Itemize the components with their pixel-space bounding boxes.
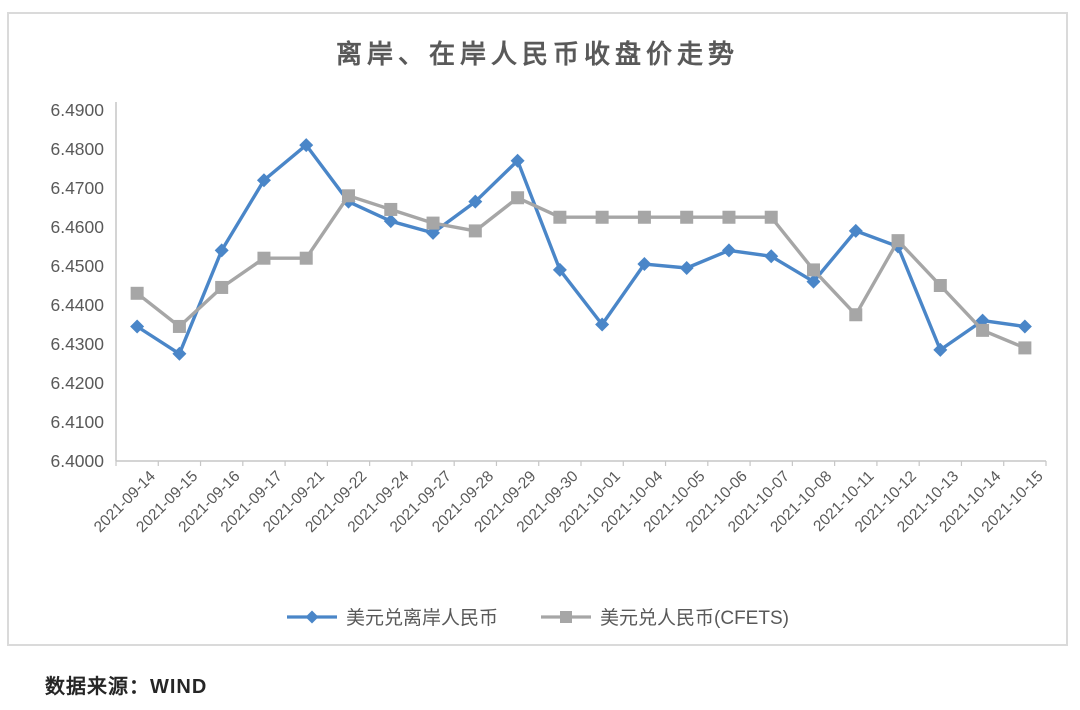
legend-label-offshore: 美元兑离岸人民币 bbox=[346, 608, 499, 629]
svg-text:6.4800: 6.4800 bbox=[50, 139, 104, 159]
svg-text:6.4600: 6.4600 bbox=[50, 217, 104, 237]
offshore-series-marker-icon bbox=[287, 610, 338, 623]
svg-text:6.4300: 6.4300 bbox=[50, 334, 104, 354]
svg-text:6.4000: 6.4000 bbox=[50, 451, 104, 471]
legend-item-onshore: 美元兑人民币(CFETS) bbox=[540, 603, 789, 630]
legend-item-offshore: 美元兑离岸人民币 bbox=[286, 603, 498, 630]
chart-legend: 美元兑离岸人民币 美元兑人民币(CFETS) bbox=[9, 603, 1066, 630]
chart-title: 离岸、在岸人民币收盘价走势 bbox=[335, 39, 739, 69]
onshore-series-marker-icon bbox=[541, 610, 592, 623]
svg-text:6.4400: 6.4400 bbox=[50, 295, 104, 315]
chart-panel: 离岸、在岸人民币收盘价走势 6.4900 6.4800 6.4700 6.4600 6.… bbox=[7, 12, 1068, 646]
line-chart-plot: 6.4900 6.4800 6.4700 6.4600 6.4500 6.4400 6.43… bbox=[50, 100, 1046, 536]
svg-text:6.4700: 6.4700 bbox=[50, 178, 104, 198]
data-source-note: 数据来源：WIND bbox=[45, 676, 208, 698]
svg-text:6.4900: 6.4900 bbox=[50, 100, 104, 120]
svg-text:6.4100: 6.4100 bbox=[50, 412, 104, 432]
svg-text:6.4200: 6.4200 bbox=[50, 373, 104, 393]
svg-text:6.4500: 6.4500 bbox=[50, 256, 104, 276]
legend-label-onshore: 美元兑人民币(CFETS) bbox=[600, 608, 789, 629]
